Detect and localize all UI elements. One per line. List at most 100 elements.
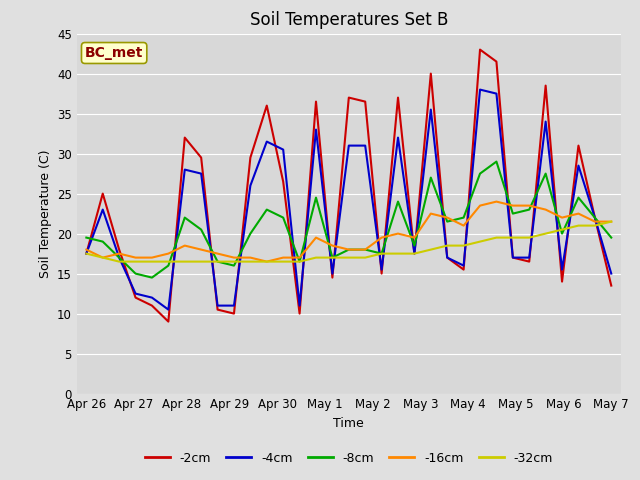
-2cm: [328, 275, 336, 280]
-4cm: [214, 303, 221, 309]
-2cm: [378, 271, 385, 276]
-32cm: [132, 259, 140, 264]
Line: -2cm: -2cm: [86, 49, 611, 322]
-4cm: [164, 307, 172, 312]
-2cm: [246, 155, 254, 160]
-32cm: [378, 251, 385, 256]
-32cm: [312, 255, 320, 261]
-32cm: [214, 259, 221, 264]
-8cm: [575, 195, 582, 201]
-32cm: [345, 255, 353, 261]
Line: -16cm: -16cm: [86, 202, 611, 262]
-8cm: [476, 171, 484, 177]
Title: Soil Temperatures Set B: Soil Temperatures Set B: [250, 11, 448, 29]
-16cm: [575, 211, 582, 216]
-2cm: [444, 255, 451, 261]
-16cm: [214, 251, 221, 256]
-2cm: [296, 311, 303, 316]
-2cm: [345, 95, 353, 100]
-2cm: [394, 95, 402, 100]
-4cm: [181, 167, 189, 172]
-16cm: [427, 211, 435, 216]
-4cm: [591, 215, 598, 220]
-2cm: [575, 143, 582, 148]
-8cm: [378, 251, 385, 256]
-8cm: [164, 263, 172, 268]
-4cm: [279, 147, 287, 153]
-32cm: [230, 259, 238, 264]
-8cm: [411, 243, 419, 249]
-32cm: [542, 231, 550, 237]
-16cm: [83, 247, 90, 252]
-32cm: [328, 255, 336, 261]
-8cm: [542, 171, 550, 177]
-16cm: [411, 235, 419, 240]
-2cm: [542, 83, 550, 88]
-32cm: [493, 235, 500, 240]
-16cm: [246, 255, 254, 261]
-8cm: [525, 207, 533, 213]
-4cm: [246, 183, 254, 189]
-2cm: [99, 191, 107, 196]
-16cm: [444, 215, 451, 220]
-16cm: [132, 255, 140, 261]
-4cm: [542, 119, 550, 124]
-32cm: [476, 239, 484, 244]
-2cm: [214, 307, 221, 312]
-4cm: [345, 143, 353, 148]
-8cm: [558, 231, 566, 237]
-32cm: [558, 227, 566, 232]
-16cm: [493, 199, 500, 204]
-32cm: [362, 255, 369, 261]
-4cm: [312, 127, 320, 132]
-8cm: [83, 235, 90, 240]
-4cm: [558, 267, 566, 273]
-2cm: [263, 103, 271, 108]
-4cm: [607, 271, 615, 276]
-32cm: [279, 259, 287, 264]
-4cm: [460, 263, 467, 268]
-16cm: [591, 219, 598, 225]
-16cm: [558, 215, 566, 220]
-2cm: [279, 179, 287, 184]
-16cm: [230, 255, 238, 261]
-8cm: [214, 259, 221, 264]
-32cm: [246, 259, 254, 264]
-8cm: [493, 159, 500, 165]
-8cm: [328, 255, 336, 261]
-4cm: [296, 303, 303, 309]
Line: -4cm: -4cm: [86, 90, 611, 310]
-2cm: [197, 155, 205, 160]
-4cm: [263, 139, 271, 144]
Line: -8cm: -8cm: [86, 162, 611, 277]
X-axis label: Time: Time: [333, 417, 364, 430]
-16cm: [525, 203, 533, 208]
-32cm: [263, 259, 271, 264]
-2cm: [476, 47, 484, 52]
-32cm: [148, 259, 156, 264]
-2cm: [509, 255, 516, 261]
-2cm: [493, 59, 500, 64]
-2cm: [591, 215, 598, 220]
-4cm: [230, 303, 238, 309]
-2cm: [115, 247, 123, 252]
-16cm: [181, 243, 189, 249]
Y-axis label: Soil Temperature (C): Soil Temperature (C): [38, 149, 51, 278]
-4cm: [427, 107, 435, 112]
-4cm: [378, 267, 385, 273]
-16cm: [115, 251, 123, 256]
-16cm: [542, 207, 550, 213]
-4cm: [132, 291, 140, 297]
-4cm: [99, 207, 107, 213]
-2cm: [427, 71, 435, 76]
-16cm: [164, 251, 172, 256]
-8cm: [509, 211, 516, 216]
-8cm: [296, 259, 303, 264]
-32cm: [460, 243, 467, 249]
-8cm: [394, 199, 402, 204]
-16cm: [476, 203, 484, 208]
-2cm: [164, 319, 172, 324]
-16cm: [362, 247, 369, 252]
-4cm: [509, 255, 516, 261]
-4cm: [575, 163, 582, 168]
